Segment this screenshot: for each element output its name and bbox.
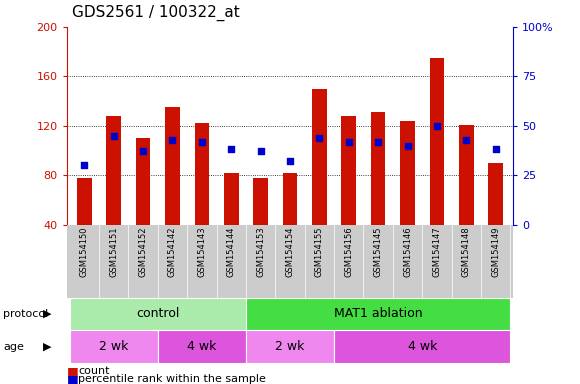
Bar xyxy=(430,58,444,225)
Bar xyxy=(165,107,180,225)
Text: ▶: ▶ xyxy=(44,341,52,352)
Bar xyxy=(136,138,150,225)
Bar xyxy=(70,298,246,330)
Bar xyxy=(246,330,334,363)
Text: count: count xyxy=(78,366,110,376)
Point xyxy=(315,134,324,141)
Bar xyxy=(77,178,92,225)
Point xyxy=(79,162,89,169)
Text: GSM154155: GSM154155 xyxy=(315,227,324,277)
Bar xyxy=(106,116,121,225)
Point xyxy=(227,146,236,152)
Bar xyxy=(459,124,474,225)
Text: GSM154145: GSM154145 xyxy=(374,227,383,277)
Point xyxy=(491,146,501,152)
Point xyxy=(256,148,265,154)
Text: 2 wk: 2 wk xyxy=(99,340,128,353)
Text: GSM154147: GSM154147 xyxy=(433,227,441,278)
Bar xyxy=(342,116,356,225)
Point xyxy=(403,142,412,149)
Bar xyxy=(158,330,246,363)
Point xyxy=(197,139,206,145)
Text: GSM154150: GSM154150 xyxy=(80,227,89,277)
Bar xyxy=(400,121,415,225)
Text: 4 wk: 4 wk xyxy=(408,340,437,353)
Point xyxy=(344,139,353,145)
Bar xyxy=(246,298,510,330)
Text: protocol: protocol xyxy=(3,309,48,319)
Text: age: age xyxy=(3,341,24,352)
Text: GSM154149: GSM154149 xyxy=(491,227,500,277)
Text: GSM154156: GSM154156 xyxy=(345,227,353,278)
Text: MAT1 ablation: MAT1 ablation xyxy=(334,308,422,320)
Point xyxy=(109,132,118,139)
Text: 4 wk: 4 wk xyxy=(187,340,216,353)
Text: GSM154143: GSM154143 xyxy=(197,227,206,278)
Point xyxy=(462,137,471,143)
Text: GSM154148: GSM154148 xyxy=(462,227,471,278)
Bar xyxy=(253,178,268,225)
Bar xyxy=(70,330,158,363)
Text: percentile rank within the sample: percentile rank within the sample xyxy=(78,374,266,384)
Text: GSM154142: GSM154142 xyxy=(168,227,177,277)
Bar xyxy=(194,123,209,225)
Text: ■: ■ xyxy=(67,373,78,384)
Bar xyxy=(282,173,298,225)
Text: control: control xyxy=(136,308,179,320)
Text: GSM154152: GSM154152 xyxy=(139,227,147,277)
Point xyxy=(374,139,383,145)
Text: GSM154144: GSM154144 xyxy=(227,227,235,277)
Bar xyxy=(224,173,238,225)
Text: GSM154146: GSM154146 xyxy=(403,227,412,278)
Text: GSM154151: GSM154151 xyxy=(109,227,118,277)
Bar xyxy=(334,330,510,363)
Text: ■: ■ xyxy=(67,365,78,378)
Point xyxy=(285,158,295,164)
Text: GSM154154: GSM154154 xyxy=(285,227,295,277)
Text: GSM154153: GSM154153 xyxy=(256,227,265,278)
Point xyxy=(168,137,177,143)
Bar xyxy=(371,112,386,225)
Point xyxy=(139,148,148,154)
Point xyxy=(432,123,441,129)
Bar xyxy=(312,89,327,225)
Text: ▶: ▶ xyxy=(44,309,52,319)
Bar xyxy=(488,163,503,225)
Text: GDS2561 / 100322_at: GDS2561 / 100322_at xyxy=(72,5,240,21)
Text: 2 wk: 2 wk xyxy=(276,340,304,353)
